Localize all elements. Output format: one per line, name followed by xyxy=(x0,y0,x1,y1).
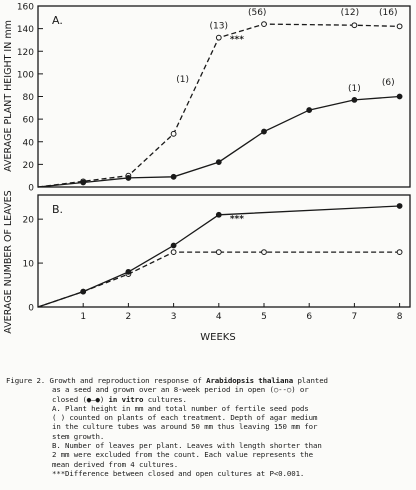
open-culture-point xyxy=(215,34,222,41)
caption-text: ( ) counted on plants of each treatment.… xyxy=(52,413,318,423)
caption-line: A. Plant height in mm and total number o… xyxy=(6,404,412,413)
a-ytick-label: 100 xyxy=(17,70,34,80)
a-ytick-label: 80 xyxy=(23,93,35,103)
b-ytick-label: 10 xyxy=(23,260,35,270)
caption-line: stem growth. xyxy=(6,432,412,441)
seed-pod-count-label: (13) xyxy=(210,22,228,32)
b-xtick-label: 5 xyxy=(261,312,267,322)
caption-text: planted xyxy=(293,376,328,385)
a-ytick-label: 20 xyxy=(23,161,35,171)
open-culture-point xyxy=(170,130,177,137)
b-ytick-label: 0 xyxy=(28,304,34,314)
seed-pod-count-label: (12) xyxy=(341,8,359,18)
panel-a-label: A. xyxy=(52,14,63,27)
caption-line: as a seed and grown over an 8-week perio… xyxy=(6,385,412,394)
a-ytick-label: 160 xyxy=(17,3,34,13)
open-culture-point xyxy=(396,249,403,255)
a-ytick-label: 140 xyxy=(17,25,34,35)
open-culture-point xyxy=(351,22,358,29)
b-xtick-label: 2 xyxy=(126,312,132,322)
panel-b-x-ticks: 1 2 3 4 5 6 7 8 xyxy=(80,303,403,322)
caption-text: mean derived from 4 cultures. xyxy=(52,459,179,469)
open-culture-line xyxy=(37,251,400,308)
b-xtick-label: 6 xyxy=(306,312,312,322)
significance-marker: *** xyxy=(230,35,244,45)
panel-a-frame xyxy=(37,5,411,188)
closed-culture-point xyxy=(80,179,87,186)
closed-culture-point xyxy=(125,175,132,181)
a-ytick-label: 40 xyxy=(23,138,35,148)
a-ytick-label: 0 xyxy=(28,184,34,194)
b-xtick-label: 4 xyxy=(216,312,222,322)
open-culture-point xyxy=(261,21,267,28)
caption-line: mean derived from 4 cultures. xyxy=(6,460,412,469)
panel-b-frame xyxy=(37,194,411,308)
caption-text: stem growth. xyxy=(52,431,105,441)
caption-text: closed (●—●) xyxy=(52,394,109,404)
closed-culture-point xyxy=(215,211,222,218)
open-culture-point xyxy=(215,249,222,255)
b-xtick-label: 1 xyxy=(80,312,86,322)
panel-b-annotations: *** xyxy=(230,214,244,224)
seed-pod-count-label: (1) xyxy=(176,75,189,85)
caption-text: Figure 2. Growth and reproduction respon… xyxy=(6,376,207,385)
caption-species-text: in vitro xyxy=(108,394,144,404)
caption-line: Figure 2. Growth and reproduction respon… xyxy=(6,376,412,385)
closed-culture-point xyxy=(170,173,177,180)
panel-b-series xyxy=(37,203,403,308)
figure-2-chart: A. AVERAGE PLANT HEIGHT IN mm 0204060801… xyxy=(3,3,411,343)
caption-text: ***Difference between closed and open cu… xyxy=(52,468,305,478)
caption-line: ( ) counted on plants of each treatment.… xyxy=(6,413,412,422)
closed-culture-point xyxy=(80,288,87,295)
panel-a-annotations: (1) (13)*** (56) (12) (16) (1) (6) xyxy=(176,8,397,94)
b-xtick-label: 8 xyxy=(397,312,403,322)
seed-pod-count-label: (1) xyxy=(348,84,361,94)
closed-culture-point xyxy=(125,268,132,275)
panel-a-series xyxy=(37,21,403,188)
b-ytick-label: 20 xyxy=(23,216,35,226)
caption-text: B. Number of leaves per plant. Leaves wi… xyxy=(52,441,322,451)
caption-line: B. Number of leaves per plant. Leaves wi… xyxy=(6,441,412,450)
seed-pod-count-label: (56) xyxy=(248,8,266,18)
caption-text: 2 mm were excluded from the count. Each … xyxy=(52,450,313,460)
closed-culture-line xyxy=(37,95,400,188)
closed-culture-point xyxy=(170,242,177,249)
a-ytick-label: 120 xyxy=(17,48,34,58)
open-culture-point xyxy=(170,249,177,255)
a-ytick-label: 60 xyxy=(23,116,35,126)
panel-b-ylabel: AVERAGE NUMBER OF LEAVES xyxy=(3,190,14,333)
closed-culture-point xyxy=(396,203,403,209)
closed-culture-point xyxy=(396,93,403,100)
caption-species-text: Arabidopsis thaliana xyxy=(206,376,294,385)
b-xtick-label: 3 xyxy=(171,312,177,322)
seed-pod-count-label: (16) xyxy=(379,8,397,18)
caption-line: 2 mm were excluded from the count. Each … xyxy=(6,450,412,459)
caption-line: closed (●—●) in vitro cultures. xyxy=(6,395,412,404)
panel-b-xlabel: WEEKS xyxy=(200,332,235,343)
caption-text: A. Plant height in mm and total number o… xyxy=(52,403,309,413)
panel-b-y-ticks: 0 10 20 xyxy=(23,216,43,314)
panel-a-ylabel: AVERAGE PLANT HEIGHT IN mm xyxy=(3,20,14,172)
caption-text: as a seed and grown over an 8-week perio… xyxy=(52,385,309,395)
caption-text: cultures. xyxy=(143,394,187,404)
panel-b-label: B. xyxy=(52,203,63,216)
caption-line: in the culture tubes was around 50 mm th… xyxy=(6,422,412,431)
b-xtick-label: 7 xyxy=(352,312,358,322)
panel-a-y-ticks: 0 20 40 60 80 100 120 140 160 xyxy=(17,3,43,194)
caption-line: ***Difference between closed and open cu… xyxy=(6,469,412,478)
closed-culture-line xyxy=(37,205,400,308)
closed-culture-point xyxy=(261,128,267,135)
caption-text: in the culture tubes was around 50 mm th… xyxy=(52,422,318,432)
figure-caption: Figure 2. Growth and reproduction respon… xyxy=(6,376,412,478)
closed-culture-point xyxy=(215,159,222,166)
panel-a: A. AVERAGE PLANT HEIGHT IN mm 0 20 40 60 80 1… xyxy=(3,3,411,194)
open-culture-point xyxy=(261,249,267,255)
closed-culture-point xyxy=(351,96,358,103)
significance-marker: *** xyxy=(230,214,244,224)
closed-culture-point xyxy=(306,107,313,113)
panel-b: B. AVERAGE NUMBER OF LEAVES 0 10 20 1 2 3 4 5 6… xyxy=(3,190,411,343)
seed-pod-count-label: (6) xyxy=(382,78,395,88)
open-culture-point xyxy=(396,23,403,30)
